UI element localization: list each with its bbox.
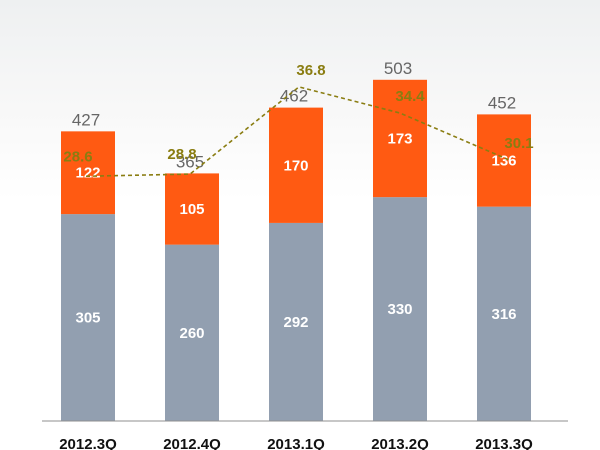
total-label: 427 [72,110,100,129]
bar-segment-bottom [269,222,323,421]
bar-segment-top [165,173,219,245]
line-point-label: 34.4 [395,88,425,105]
line-point-label: 28.8 [167,146,196,163]
bar-segment-bottom [165,244,219,421]
line-point-label: 28.6 [63,148,92,165]
total-label: 462 [280,87,308,106]
data-label-top: 170 [283,157,308,174]
category-label: 2013.3Q [475,436,533,450]
line-series [85,86,510,178]
line-point-label: 36.8 [296,62,325,79]
category-label: 2013.2Q [371,436,429,450]
data-label-top: 173 [387,130,412,147]
data-label-top: 136 [491,153,516,170]
bar-segment-top [269,107,323,223]
data-label-bottom: 316 [491,306,516,323]
bar-segment-bottom [373,197,427,421]
data-label-bottom: 292 [283,314,308,331]
data-label-top: 122 [75,165,100,182]
bar-segment-top [477,114,531,207]
bar-segment-top [61,131,115,215]
total-label: 452 [488,93,516,112]
bar-segment-bottom [61,214,115,421]
line-point-label: 30.1 [504,135,533,152]
data-label-top: 105 [179,201,204,218]
data-label-bottom: 260 [179,325,204,342]
category-label: 2012.3Q [59,436,117,450]
category-label: 2013.1Q [267,436,325,450]
bar-segment-bottom [477,206,531,421]
total-label: 365 [176,152,204,171]
data-label-bottom: 305 [75,310,100,327]
total-label: 503 [384,59,412,78]
bar-segment-top [373,79,427,198]
data-label-bottom: 330 [387,301,412,318]
category-label: 2012.4Q [163,436,221,450]
